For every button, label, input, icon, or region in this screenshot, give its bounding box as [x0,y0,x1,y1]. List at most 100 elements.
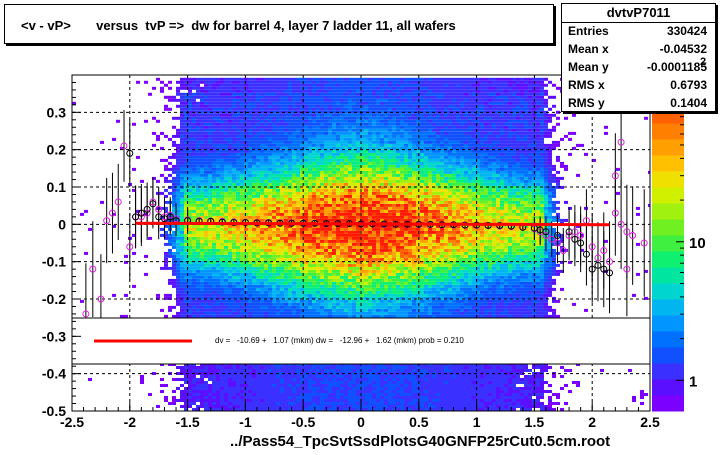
heatmap-cell [320,281,324,285]
heatmap-cell [312,227,316,231]
heatmap-cell [204,227,208,231]
heatmap-cell [192,137,196,141]
heatmap-cell [284,366,288,369]
heatmap-cell [212,287,216,291]
heatmap-cell [336,140,340,144]
heatmap-cell [256,77,260,81]
heatmap-cell [316,128,320,132]
heatmap-cell [220,248,224,252]
heatmap-cell [236,137,240,141]
heatmap-cell [204,149,208,153]
heatmap-cell [320,104,324,108]
heatmap-cell [212,290,216,294]
heatmap-cell [264,134,268,138]
heatmap-cell [176,185,180,189]
heatmap-cell [180,236,184,240]
heatmap-cell [316,314,320,318]
heatmap-cell [280,284,284,288]
heatmap-cell [336,290,340,294]
heatmap-cell [320,122,324,126]
heatmap-cell [184,209,188,213]
heatmap-cell [340,98,344,102]
heatmap-cell [228,200,232,204]
heatmap-cell [224,167,228,171]
heatmap-cell [188,134,192,138]
heatmap-cell [336,378,340,381]
heatmap-cell [324,245,328,249]
heatmap-cell [252,218,256,222]
heatmap-cell [304,152,308,156]
heatmap-cell [192,384,196,387]
heatmap-cell [184,287,188,291]
heatmap-cell [272,278,276,282]
heatmap-cell [280,197,284,201]
heatmap-cell [180,92,184,96]
heatmap-cell [184,242,188,246]
heatmap-cell [220,131,224,135]
heatmap-cell [320,218,324,222]
heatmap-cell [220,266,224,270]
heatmap-cell [324,176,328,180]
heatmap-cell [264,215,268,219]
heatmap-cell [184,408,188,411]
heatmap-cell [280,399,284,402]
heatmap-cell [196,299,200,303]
heatmap-cell [156,293,160,297]
heatmap-cell [328,176,332,180]
heatmap-cell [200,372,204,375]
heatmap-cell [276,101,280,105]
heatmap-cell [300,299,304,303]
heatmap-cell [264,158,268,162]
heatmap-cell [288,206,292,210]
heatmap-cell [184,390,188,393]
heatmap-cell [344,263,348,267]
heatmap-cell [172,209,176,213]
heatmap-cell [192,125,196,129]
heatmap-cell [192,164,196,168]
heatmap-cell [332,366,336,369]
heatmap-cell [284,302,288,306]
heatmap-cell [332,167,336,171]
heatmap-cell [312,167,316,171]
heatmap-cell [208,212,212,216]
heatmap-cell [328,125,332,129]
heatmap-cell [188,170,192,174]
heatmap-cell [200,188,204,192]
heatmap-cell [244,233,248,237]
heatmap-cell [288,230,292,234]
heatmap-cell [256,260,260,264]
heatmap-cell [172,260,176,264]
heatmap-cell [308,248,312,252]
heatmap-cell [176,372,180,375]
heatmap-cell [200,95,204,99]
heatmap-cell [220,299,224,303]
heatmap-cell [300,387,304,390]
heatmap-cell [308,83,312,87]
heatmap-cell [280,390,284,393]
heatmap-cell [204,167,208,171]
heatmap-cell [336,366,340,369]
heatmap-cell [184,281,188,285]
heatmap-cell [180,275,184,279]
heatmap-cell [296,269,300,273]
heatmap-cell [248,293,252,297]
heatmap-cell [192,245,196,249]
heatmap-cell [292,263,296,267]
heatmap-cell [264,107,268,111]
heatmap-cell [276,399,280,402]
heatmap-cell [224,116,228,120]
heatmap-cell [328,215,332,219]
heatmap-cell [152,176,156,180]
heatmap-cell [328,107,332,111]
heatmap-cell [312,146,316,150]
heatmap-cell [320,107,324,111]
heatmap-cell [196,272,200,276]
heatmap-cell [228,92,232,96]
heatmap-cell [308,305,312,309]
heatmap-cell [248,248,252,252]
heatmap-cell [220,212,224,216]
heatmap-cell [196,257,200,261]
heatmap-cell [264,396,268,399]
heatmap-cell [180,164,184,168]
heatmap-cell [264,272,268,276]
